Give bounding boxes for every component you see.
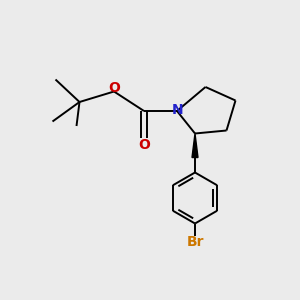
Text: Br: Br [186, 235, 204, 248]
Text: O: O [138, 138, 150, 152]
Text: O: O [109, 82, 121, 95]
Text: N: N [172, 103, 183, 116]
Polygon shape [192, 134, 198, 158]
